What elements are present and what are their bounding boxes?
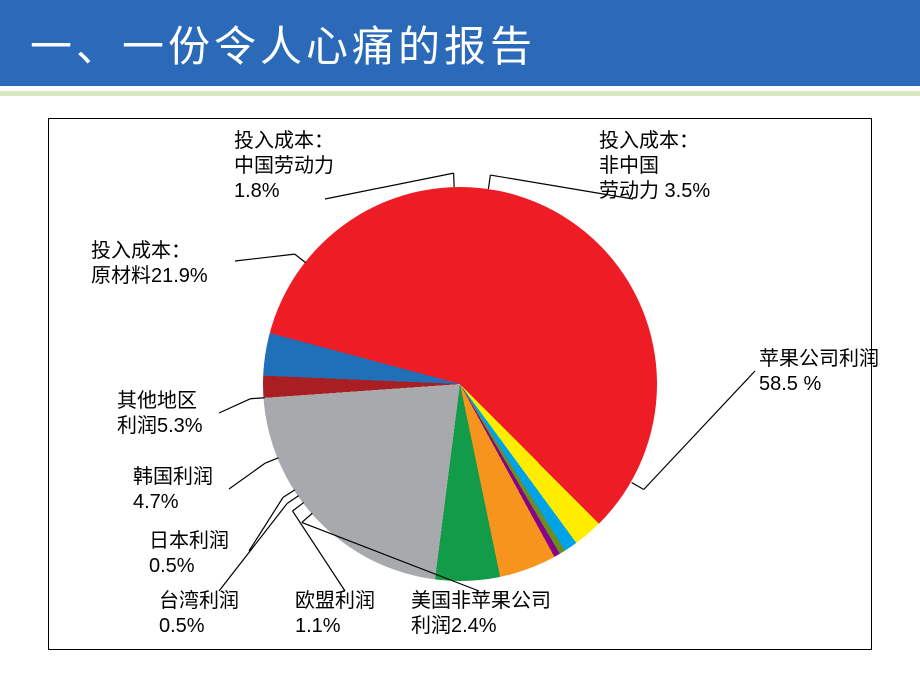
pie-chart-frame: 苹果公司利润58.5 %美国非苹果公司利润2.4%欧盟利润1.1%台湾利润0.5… xyxy=(48,118,872,650)
pie-label-taiwan: 台湾利润0.5% xyxy=(159,589,239,639)
pie-label-korea: 韩国利润4.7% xyxy=(133,465,213,515)
pie-label-china_labor: 投入成本：中国劳动力1.8% xyxy=(234,129,334,204)
pie-label-eu: 欧盟利润1.1% xyxy=(295,589,375,639)
pie-label-other: 其他地区利润5.3% xyxy=(117,389,203,439)
pie-label-us_nonapple: 美国非苹果公司利润2.4% xyxy=(411,589,551,639)
page-title: 一、一份令人心痛的报告 xyxy=(30,13,536,74)
pie-label-apple: 苹果公司利润58.5 % xyxy=(759,347,879,397)
header-separator xyxy=(0,91,920,96)
pie-label-japan: 日本利润0.5% xyxy=(149,529,229,579)
header-bar: 一、一份令人心痛的报告 xyxy=(0,0,920,86)
pie-chart xyxy=(263,187,657,581)
pie-label-materials: 投入成本：原材料21.9% xyxy=(91,239,208,289)
pie-label-noncn_labor: 投入成本：非中国劳动力 3.5% xyxy=(599,129,710,204)
